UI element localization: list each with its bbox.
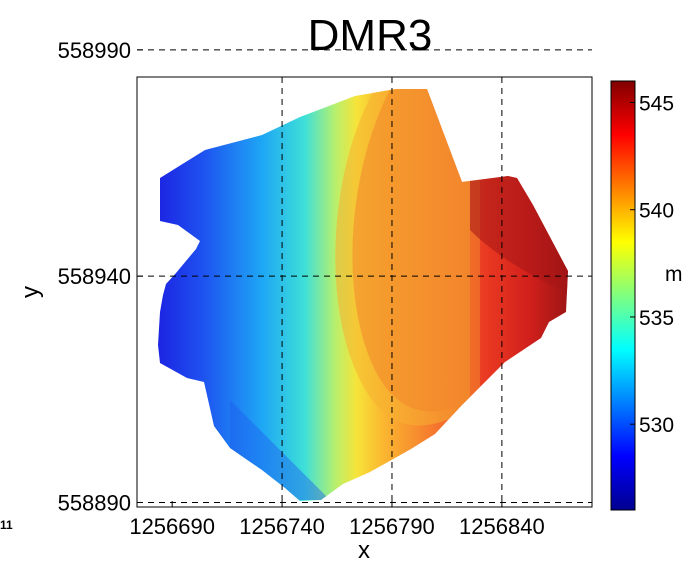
- chart-title: DMR3: [308, 11, 433, 60]
- colorbar-label: m: [665, 263, 683, 286]
- colorbar-ticks: 545 540 535 530: [630, 92, 674, 437]
- colorbar: [610, 80, 636, 511]
- x-ticks: 1256690 1256740 1256790 1256840: [129, 501, 545, 539]
- colorbar-tick-label: 545: [639, 92, 674, 115]
- y-axis-label: y: [17, 286, 44, 298]
- x-tick-label: 1256690: [129, 514, 215, 539]
- y-tick-label: 558990: [58, 38, 131, 63]
- x-tick-label: 1256840: [459, 514, 545, 539]
- grid-lines: [137, 49, 592, 507]
- x-tick-label: 1256740: [239, 514, 325, 539]
- y-tick-label: 558940: [58, 264, 131, 289]
- y-ticks: 558990 558940 558890: [58, 38, 143, 515]
- x-tick-label: 1256790: [349, 514, 435, 539]
- clipped-tick-label: 11: [0, 518, 13, 532]
- colorbar-tick-label: 530: [639, 414, 674, 437]
- y-tick-label: 558890: [58, 490, 131, 515]
- x-axis-label: x: [358, 537, 370, 561]
- colorbar-tick-label: 535: [639, 307, 674, 330]
- colorbar-tick-label: 540: [639, 200, 674, 223]
